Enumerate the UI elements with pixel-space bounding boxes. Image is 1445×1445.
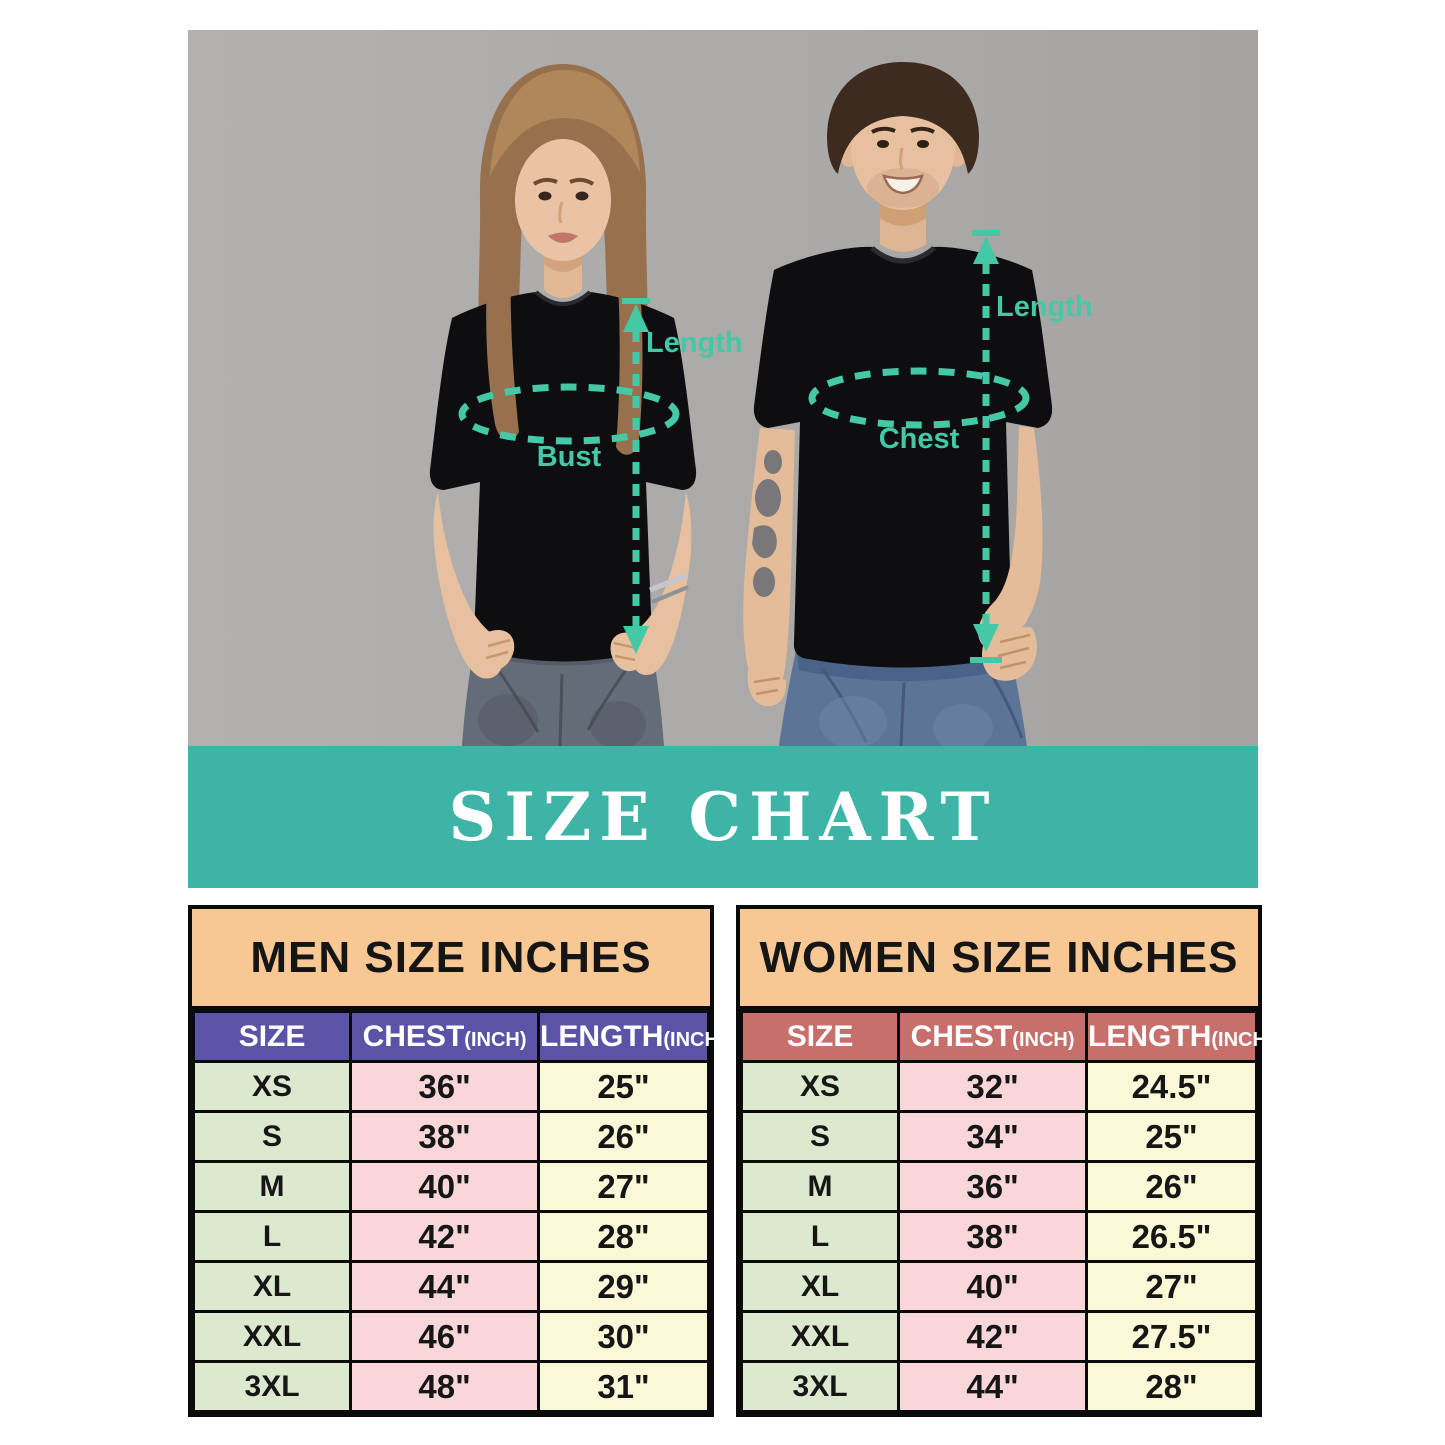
size-cell: XS — [739, 1060, 901, 1113]
women-col-chest-label: CHEST — [910, 1019, 1013, 1053]
man-figure — [743, 62, 1053, 746]
man-chest-label: Chest — [879, 423, 960, 455]
table-row: S 38" 26" — [191, 1110, 710, 1163]
chest-cell: 42" — [349, 1210, 541, 1263]
size-cell: L — [739, 1210, 901, 1263]
size-cell: XXL — [739, 1310, 901, 1363]
men-table: SIZE CHEST(INCH) LENGTH(INCH) XS 36" 25" S… — [191, 1010, 726, 1413]
chest-cell: 38" — [349, 1110, 541, 1163]
women-col-chest-unit: (INCH) — [1012, 1028, 1075, 1051]
length-cell: 27" — [1085, 1260, 1258, 1313]
men-table-title: MEN SIZE INCHES — [192, 909, 710, 1010]
length-cell: 28" — [537, 1210, 710, 1263]
chest-cell: 42" — [897, 1310, 1089, 1363]
banner-title: SIZE CHART — [448, 778, 998, 856]
length-cell: 26" — [537, 1110, 710, 1163]
size-cell: L — [191, 1210, 353, 1263]
men-col-length-unit: (INCH) — [663, 1028, 726, 1051]
chest-cell: 40" — [349, 1160, 541, 1213]
length-cell: 25" — [537, 1060, 710, 1113]
chest-cell: 34" — [897, 1110, 1089, 1163]
chest-cell: 32" — [897, 1060, 1089, 1113]
size-cell: XL — [191, 1260, 353, 1313]
men-col-chest-label: CHEST — [362, 1019, 465, 1053]
photo-backdrop — [188, 30, 1258, 746]
men-col-size: SIZE — [191, 1010, 353, 1063]
table-row: S 34" 25" — [739, 1110, 1258, 1163]
woman-figure — [429, 64, 697, 746]
chest-cell: 48" — [349, 1360, 541, 1413]
women-col-length: LENGTH(INCH) — [1085, 1010, 1274, 1063]
women-header-row: SIZE CHEST(INCH) LENGTH(INCH) — [739, 1010, 1274, 1063]
women-col-size: SIZE — [739, 1010, 901, 1063]
table-row: M 36" 26" — [739, 1160, 1258, 1213]
length-cell: 30" — [537, 1310, 710, 1363]
woman-bust-ellipse — [458, 383, 680, 445]
chest-cell: 38" — [897, 1210, 1089, 1263]
size-cell: S — [739, 1110, 901, 1163]
table-row: XXL 46" 30" — [191, 1310, 710, 1363]
table-row: XL 44" 29" — [191, 1260, 710, 1313]
table-row: L 38" 26.5" — [739, 1210, 1258, 1263]
chest-cell: 40" — [897, 1260, 1089, 1313]
table-row: 3XL 48" 31" — [191, 1360, 710, 1413]
chest-cell: 46" — [349, 1310, 541, 1363]
size-cell: 3XL — [739, 1360, 901, 1413]
table-row: XL 40" 27" — [739, 1260, 1258, 1313]
men-col-chest-unit: (INCH) — [464, 1028, 527, 1051]
length-cell: 26" — [1085, 1160, 1258, 1213]
length-cell: 28" — [1085, 1360, 1258, 1413]
size-chart-banner: SIZE CHART — [188, 746, 1258, 888]
size-cell: 3XL — [191, 1360, 353, 1413]
man-length-arrow — [970, 230, 1002, 663]
woman-bust-label: Bust — [537, 441, 602, 473]
tattoo — [752, 450, 782, 597]
length-cell: 29" — [537, 1260, 710, 1313]
size-cell: M — [191, 1160, 353, 1213]
women-col-chest: CHEST(INCH) — [897, 1010, 1089, 1063]
length-cell: 26.5" — [1085, 1210, 1258, 1263]
size-cell: S — [191, 1110, 353, 1163]
size-cell: XL — [739, 1260, 901, 1313]
man-chest-ellipse — [808, 367, 1030, 429]
table-row: 3XL 44" 28" — [739, 1360, 1258, 1413]
size-cell: XXL — [191, 1310, 353, 1363]
men-header-row: SIZE CHEST(INCH) LENGTH(INCH) — [191, 1010, 726, 1063]
women-table-title: WOMEN SIZE INCHES — [740, 909, 1258, 1010]
table-row: L 42" 28" — [191, 1210, 710, 1263]
chest-cell: 36" — [897, 1160, 1089, 1213]
women-col-length-unit: (INCH) — [1211, 1028, 1274, 1051]
women-col-length-label: LENGTH — [1088, 1019, 1212, 1053]
women-table: SIZE CHEST(INCH) LENGTH(INCH) XS 32" 24.5"… — [739, 1010, 1274, 1413]
table-row: XXL 42" 27.5" — [739, 1310, 1258, 1363]
table-row: XS 32" 24.5" — [739, 1060, 1258, 1113]
men-col-length-label: LENGTH — [540, 1019, 664, 1053]
size-cell: M — [739, 1160, 901, 1213]
woman-length-label: Length — [646, 327, 743, 359]
men-size-table: MEN SIZE INCHES SIZE CHEST(INCH) LENGTH(… — [188, 905, 726, 1417]
size-cell: XS — [191, 1060, 353, 1113]
models-illustration: Length Bust Length Chest — [188, 30, 1258, 746]
women-size-table: WOMEN SIZE INCHES SIZE CHEST(INCH) LENGT… — [736, 905, 1274, 1417]
length-cell: 27" — [537, 1160, 710, 1213]
length-cell: 27.5" — [1085, 1310, 1258, 1363]
models-photo: Length Bust Length Chest — [188, 30, 1258, 746]
man-length-label: Length — [996, 291, 1093, 323]
chest-cell: 36" — [349, 1060, 541, 1113]
length-cell: 24.5" — [1085, 1060, 1258, 1113]
men-col-length: LENGTH(INCH) — [537, 1010, 726, 1063]
length-cell: 31" — [537, 1360, 710, 1413]
chest-cell: 44" — [349, 1260, 541, 1313]
woman-length-arrow — [622, 298, 650, 654]
table-row: XS 36" 25" — [191, 1060, 710, 1113]
length-cell: 25" — [1085, 1110, 1258, 1163]
table-row: M 40" 27" — [191, 1160, 710, 1213]
chest-cell: 44" — [897, 1360, 1089, 1413]
men-col-chest: CHEST(INCH) — [349, 1010, 541, 1063]
